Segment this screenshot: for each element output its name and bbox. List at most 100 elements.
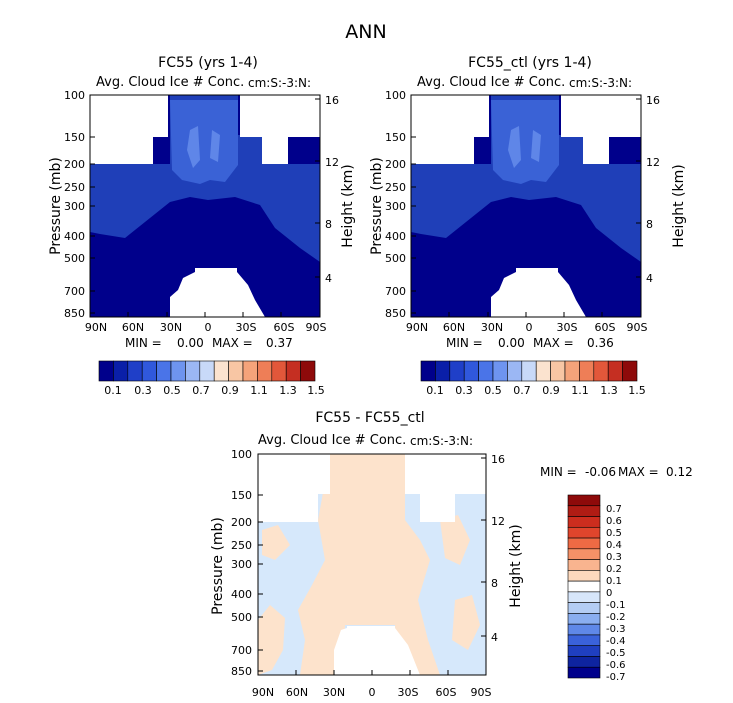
panel-1-cb-label: 1.5	[307, 384, 325, 397]
panel-3-max-value: 0.12	[666, 465, 693, 479]
colorbar-swatch	[567, 591, 601, 603]
panel-2-ytick: 150	[385, 131, 406, 144]
colorbar-swatch	[579, 360, 595, 382]
colorbar-swatch	[535, 360, 551, 382]
panel-3-cb-label: -0.4	[606, 636, 626, 647]
panel-2-cb-label: 1.3	[600, 384, 618, 397]
panel-2-subtitle: Avg. Cloud Ice # Conc.	[417, 75, 565, 90]
panel-1-ytick: 100	[64, 89, 85, 102]
panel-1-max-value: 0.37	[266, 336, 293, 350]
panel-3-xtick: 90S	[471, 686, 492, 699]
panel-2-cb-label: 0.5	[484, 384, 502, 397]
page-title: ANN	[345, 21, 386, 43]
panel-1-ytick: 850	[64, 307, 85, 320]
panel-3-ytick: 300	[231, 558, 252, 571]
panel-3-subtitle: Avg. Cloud Ice # Conc.	[258, 433, 406, 448]
colorbar-swatch	[564, 360, 580, 382]
panel-3-minmax: MIN = -0.06 MAX = 0.12	[540, 465, 693, 479]
colorbar-swatch	[185, 360, 201, 382]
panel-3-xtick: 90N	[252, 686, 274, 699]
panel-1-xtick: 60N	[122, 321, 144, 334]
panel-1-mask-top	[90, 95, 320, 164]
colorbar-swatch	[228, 360, 244, 382]
colorbar-swatch	[567, 634, 601, 647]
panel-2-ytick: 100	[385, 89, 406, 102]
colorbar-swatch	[463, 360, 479, 382]
panel-1-field-lighter	[187, 126, 220, 168]
panel-1-cb-label: 1.3	[279, 384, 297, 397]
panel-2-xtick: 60S	[595, 321, 616, 334]
panel-1-yticks-right: 16 12 8 4	[325, 94, 339, 285]
colorbar-swatch	[285, 360, 301, 382]
panel-2-cb-label: 0.7	[513, 384, 531, 397]
colorbar-swatch	[567, 623, 601, 636]
panel-3-htick: 8	[491, 577, 498, 590]
panel-1-ticks	[90, 98, 320, 317]
colorbar-swatch	[567, 516, 601, 528]
colorbar-swatch	[567, 666, 601, 679]
panel-3-ytick: 500	[231, 611, 252, 624]
panel-2-ytick: 500	[385, 252, 406, 265]
panel-3-colorbar-labels: 0.7 0.6 0.5 0.4 0.3 0.2 0.1 0 -0.1 -0.2 …	[606, 504, 626, 683]
panel-3-ytick: 400	[231, 588, 252, 601]
panel-1-ytick: 300	[64, 200, 85, 213]
colorbar-swatch	[300, 360, 316, 382]
panel-1-htick: 16	[325, 94, 339, 107]
panel-3-cb-label: 0	[606, 588, 612, 599]
colorbar-swatch	[567, 656, 601, 668]
panel-2-colorbar	[420, 360, 638, 382]
panel-1-htick: 8	[325, 218, 332, 231]
panel-2-title: FC55_ctl (yrs 1-4)	[468, 55, 592, 71]
colorbar-swatch	[170, 360, 186, 382]
panel-3-cb-label: 0.7	[606, 504, 622, 515]
panel-2-mask-bottom	[491, 268, 586, 317]
panel-3-ticks	[258, 457, 486, 675]
colorbar-swatch	[127, 360, 143, 382]
colorbar-swatch	[567, 570, 601, 582]
panel-3-units: cm:S:-3:N:	[410, 434, 473, 448]
panel-3-field-pos	[258, 454, 480, 675]
panel-3-max-label: MAX =	[618, 465, 659, 479]
panel-1-subtitle: Avg. Cloud Ice # Conc.	[96, 75, 244, 90]
panel-3-mask-top	[258, 454, 486, 522]
panel-1-htick: 12	[325, 156, 339, 169]
colorbar-swatch	[567, 548, 601, 560]
colorbar-swatch	[199, 360, 215, 382]
panel-1-ytick: 150	[64, 131, 85, 144]
panel-1-minmax: MIN = 0.00 MAX = 0.37	[125, 336, 293, 350]
panel-3-yticks-right: 16 12 8 4	[491, 453, 505, 644]
panel-3-cb-label: -0.3	[606, 624, 626, 635]
colorbar-swatch	[213, 360, 229, 382]
panel-3-min-value: -0.06	[585, 465, 616, 479]
colorbar-swatch	[567, 580, 601, 593]
panel-1-units: cm:S:-3:N:	[248, 76, 311, 90]
colorbar-swatch	[607, 360, 623, 382]
panel-2-field-light	[491, 100, 559, 184]
panel-2-xtick: 0	[526, 321, 533, 334]
panel-1-ytick: 200	[64, 158, 85, 171]
colorbar-swatch	[257, 360, 273, 382]
panel-2-xtick: 30S	[557, 321, 578, 334]
panel-1-ylabel: Pressure (mb)	[48, 157, 64, 255]
panel-2-xticks: 90N 60N 30N 0 30S 60S 90S	[406, 321, 648, 334]
colorbar-swatch	[567, 645, 601, 657]
colorbar-swatch	[271, 360, 287, 382]
panel-2-xtick: 90S	[627, 321, 648, 334]
panel-1: FC55 (yrs 1-4) Avg. Cloud Ice # Conc. cm…	[48, 55, 356, 397]
colorbar-swatch	[567, 559, 601, 571]
colorbar-swatch	[507, 360, 523, 382]
panel-1-xtick: 30N	[160, 321, 182, 334]
panel-2-ytick: 250	[385, 181, 406, 194]
colorbar-swatch	[567, 526, 601, 539]
panel-1-ylabel-right: Height (km)	[340, 164, 356, 247]
panel-1-xtick: 90S	[306, 321, 327, 334]
panel-3-ytick: 100	[231, 448, 252, 461]
panel-2-ytick: 400	[385, 230, 406, 243]
panel-2-cb-label: 1.1	[571, 384, 589, 397]
panel-2-mask-top	[411, 95, 641, 164]
panel-3-ytick: 850	[231, 665, 252, 678]
colorbar-swatch	[593, 360, 609, 382]
panel-3-ylabel: Pressure (mb)	[210, 517, 226, 615]
colorbar-swatch	[141, 360, 157, 382]
colorbar-swatch	[550, 360, 566, 382]
